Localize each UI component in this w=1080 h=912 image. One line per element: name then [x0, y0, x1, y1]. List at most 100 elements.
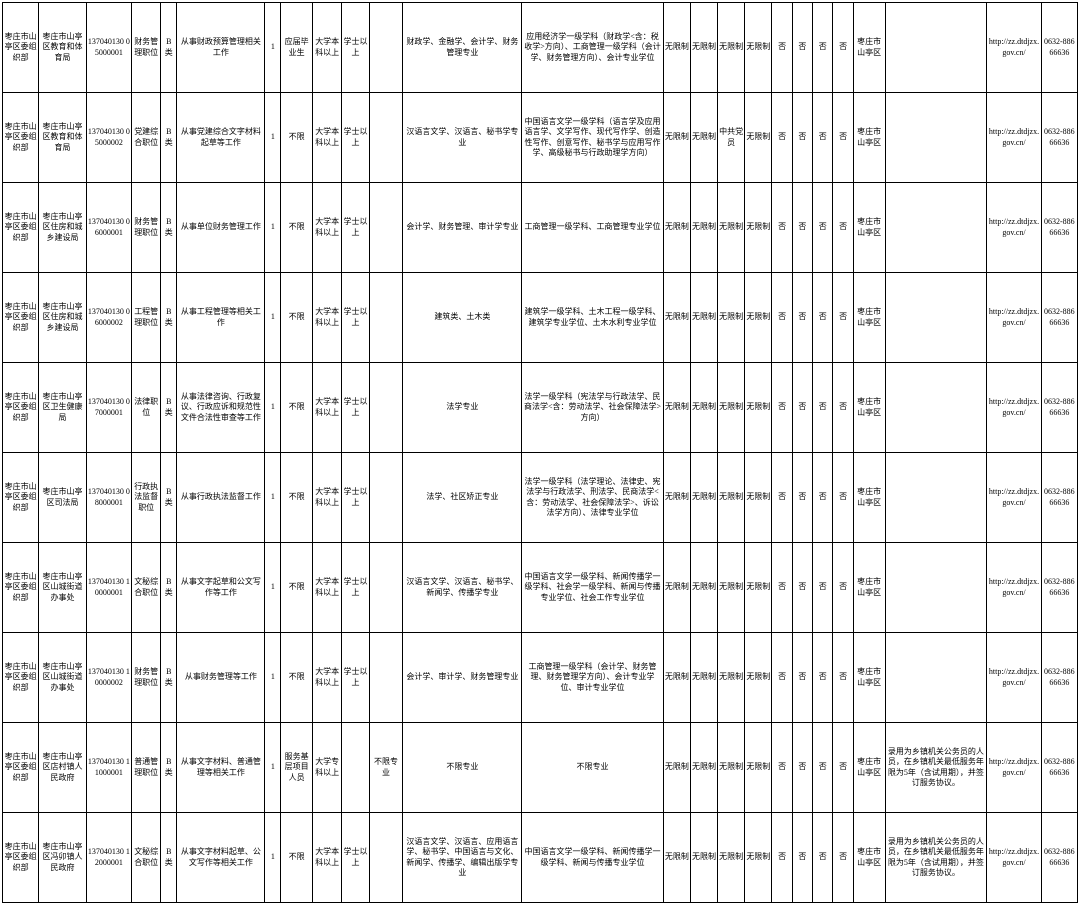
- table-cell: 否: [833, 273, 853, 363]
- table-cell: 否: [792, 543, 812, 633]
- table-cell: 财政学、金融学、会计学、财务管理专业: [403, 3, 522, 93]
- table-cell: 无限制: [745, 183, 772, 273]
- table-cell: 无限制: [663, 543, 690, 633]
- table-cell: 工程管理职位: [131, 273, 160, 363]
- table-cell: 枣庄市山亭区委组织部: [3, 633, 39, 723]
- table-cell: [885, 93, 987, 183]
- table-cell: 应用经济学一级学科（财政学<含：税收学>方向）、工商管理一级学科（会计学、财务管…: [522, 3, 663, 93]
- table-row: 枣庄市山亭区委组织部枣庄市山亭区教育和体育局137040130 05000001…: [3, 3, 1078, 93]
- table-cell: 学士以上: [342, 543, 369, 633]
- table-cell: 137040130 05000002: [86, 93, 131, 183]
- table-cell: [342, 723, 369, 813]
- table-cell: 学士以上: [342, 3, 369, 93]
- table-cell: 0632-88666636: [1041, 813, 1077, 903]
- table-cell: [885, 3, 987, 93]
- table-cell: 枣庄市山亭区教育和体育局: [39, 3, 87, 93]
- table-cell: 不限: [281, 363, 313, 453]
- table-cell: 枣庄市山亭区委组织部: [3, 93, 39, 183]
- table-cell: 学士以上: [342, 183, 369, 273]
- table-cell: 1: [265, 633, 281, 723]
- table-cell: 学士以上: [342, 273, 369, 363]
- table-cell: 法学一级学科（宪法学与行政法学、民商法学<含：劳动法学、社会保障法学>方向）: [522, 363, 663, 453]
- table-cell: 枣庄市山亭区: [853, 453, 885, 543]
- table-cell: 1: [265, 3, 281, 93]
- table-cell: [369, 93, 403, 183]
- table-row: 枣庄市山亭区委组织部枣庄市山亭区店村镇人民政府137040130 1100000…: [3, 723, 1078, 813]
- table-cell: 无限制: [745, 363, 772, 453]
- table-cell: 否: [833, 453, 853, 543]
- table-cell: 1: [265, 453, 281, 543]
- table-cell: 0632-88666636: [1041, 363, 1077, 453]
- table-cell: [885, 543, 987, 633]
- table-cell: 中国语言文学一级学科、新闻传播学一级学科、新闻与传播专业学位: [522, 813, 663, 903]
- table-cell: 0632-88666636: [1041, 453, 1077, 543]
- table-row: 枣庄市山亭区委组织部枣庄市山亭区住房和城乡建设局137040130 060000…: [3, 273, 1078, 363]
- table-cell: [885, 363, 987, 453]
- table-cell: 无限制: [690, 813, 717, 903]
- table-cell: 学士以上: [342, 363, 369, 453]
- table-cell: [369, 543, 403, 633]
- table-cell: 法律职位: [131, 363, 160, 453]
- table-cell: 枣庄市山亭区教育和体育局: [39, 93, 87, 183]
- table-cell: 枣庄市山亭区: [853, 3, 885, 93]
- table-cell: 否: [772, 93, 792, 183]
- table-cell: 普通管理职位: [131, 723, 160, 813]
- table-cell: 无限制: [663, 273, 690, 363]
- table-cell: 枣庄市山亭区店村镇人民政府: [39, 723, 87, 813]
- table-cell: 无限制: [690, 543, 717, 633]
- table-cell: 枣庄市山亭区委组织部: [3, 723, 39, 813]
- table-cell: 录用为乡镇机关公务员的人员，在乡镇机关最低服务年限为5年（含试用期），并签订服务…: [885, 813, 987, 903]
- table-cell: 大学专科以上: [312, 723, 341, 813]
- table-cell: 无限制: [663, 813, 690, 903]
- table-cell: 137040130 06000001: [86, 183, 131, 273]
- table-cell: 137040130 07000001: [86, 363, 131, 453]
- table-cell: B类: [161, 543, 177, 633]
- table-cell: 否: [833, 813, 853, 903]
- table-cell: 无限制: [745, 543, 772, 633]
- table-cell: 枣庄市山亭区委组织部: [3, 813, 39, 903]
- table-cell: 会计学、审计学、财务管理专业: [403, 633, 522, 723]
- table-cell: 0632-88666636: [1041, 93, 1077, 183]
- table-cell: 无限制: [690, 723, 717, 813]
- table-cell: 无限制: [745, 273, 772, 363]
- table-cell: 否: [772, 453, 792, 543]
- table-cell: 无限制: [663, 723, 690, 813]
- table-cell: 无限制: [745, 633, 772, 723]
- table-cell: 无限制: [690, 93, 717, 183]
- table-cell: 否: [833, 633, 853, 723]
- table-cell: [369, 453, 403, 543]
- table-cell: B类: [161, 363, 177, 453]
- table-cell: 文秘综合职位: [131, 813, 160, 903]
- table-cell: 无限制: [663, 633, 690, 723]
- table-cell: 否: [772, 363, 792, 453]
- table-row: 枣庄市山亭区委组织部枣庄市山亭区山城街道办事处137040130 1000000…: [3, 633, 1078, 723]
- table-cell: B类: [161, 93, 177, 183]
- table-cell: 工商管理一级学科（会计学、财务管理、财务管理学方向）、会计专业学位、审计专业学位: [522, 633, 663, 723]
- table-cell: 不限专业: [403, 723, 522, 813]
- table-cell: http://zz.dtdjzx.gov.cn/: [987, 363, 1041, 453]
- table-row: 枣庄市山亭区委组织部枣庄市山亭区住房和城乡建设局137040130 060000…: [3, 183, 1078, 273]
- table-cell: 无限制: [718, 543, 745, 633]
- table-cell: 否: [833, 93, 853, 183]
- table-cell: 无限制: [718, 723, 745, 813]
- table-cell: 否: [792, 633, 812, 723]
- table-cell: 录用为乡镇机关公务员的人员，在乡镇机关最低服务年限为5年（含试用期），并签订服务…: [885, 723, 987, 813]
- table-cell: 枣庄市山亭区: [853, 813, 885, 903]
- table-cell: [369, 3, 403, 93]
- table-cell: 否: [813, 723, 833, 813]
- table-cell: 法学专业: [403, 363, 522, 453]
- table-cell: [369, 813, 403, 903]
- table-cell: B类: [161, 183, 177, 273]
- table-cell: 137040130 11000001: [86, 723, 131, 813]
- table-cell: 大学本科以上: [312, 363, 341, 453]
- table-cell: 枣庄市山亭区: [853, 183, 885, 273]
- table-cell: 财务管理职位: [131, 183, 160, 273]
- table-cell: 从事工程管理等相关工作: [177, 273, 265, 363]
- table-cell: 大学本科以上: [312, 543, 341, 633]
- table-cell: 从事单位财务管理工作: [177, 183, 265, 273]
- table-cell: 137040130 10000001: [86, 543, 131, 633]
- recruitment-table: 枣庄市山亭区委组织部枣庄市山亭区教育和体育局137040130 05000001…: [2, 2, 1078, 903]
- table-cell: 0632-88666636: [1041, 273, 1077, 363]
- table-cell: 无限制: [718, 273, 745, 363]
- table-cell: 枣庄市山亭区委组织部: [3, 453, 39, 543]
